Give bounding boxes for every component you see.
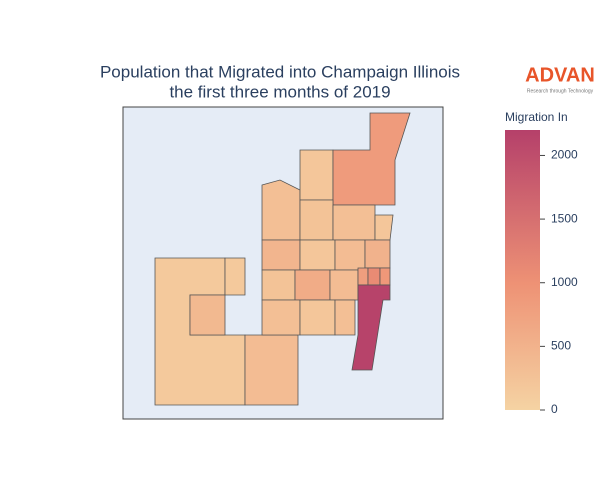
region <box>379 267 391 286</box>
region <box>294 269 331 301</box>
regions <box>154 112 411 406</box>
region <box>367 267 381 286</box>
region <box>261 299 301 336</box>
region <box>244 334 299 406</box>
region <box>351 284 391 371</box>
region <box>334 299 356 336</box>
region <box>261 239 301 271</box>
region <box>261 179 301 241</box>
logo: ADVAN <box>525 64 595 86</box>
region <box>299 199 334 241</box>
region <box>299 299 336 336</box>
colorbar-tick-label: 0 <box>551 402 558 416</box>
colorbar-tick-label: 500 <box>551 339 571 353</box>
colorbar <box>505 130 540 410</box>
region <box>299 149 334 201</box>
region <box>261 269 296 301</box>
region <box>357 267 369 286</box>
logo-tagline: Research through Technology <box>527 88 594 94</box>
region <box>189 294 226 336</box>
colorbar-title: Migration In <box>505 110 568 124</box>
colorbar-tick-label: 2000 <box>551 148 578 162</box>
region <box>224 257 246 296</box>
region <box>364 239 391 269</box>
title-line: the first three months of 2019 <box>169 82 390 101</box>
region <box>329 269 359 301</box>
title-line: Population that Migrated into Champaign … <box>100 62 460 81</box>
region <box>332 204 376 241</box>
region <box>299 239 336 271</box>
region <box>374 214 394 241</box>
colorbar-tick-label: 1000 <box>551 275 578 289</box>
colorbar-tick-label: 1500 <box>551 211 578 225</box>
region <box>334 239 366 271</box>
